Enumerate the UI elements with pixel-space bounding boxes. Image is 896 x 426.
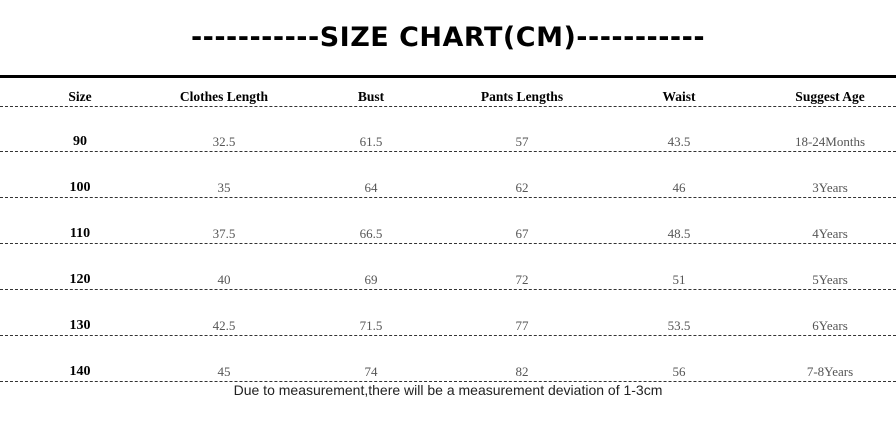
table-row: 100 35 64 62 46 3Years (0, 178, 896, 198)
header-waist: Waist (662, 89, 696, 104)
title-divider (0, 75, 896, 78)
row-divider (0, 197, 896, 198)
cell-suggest-age: 4Years (812, 226, 848, 241)
table-row: 140 45 74 82 56 7-8Years (0, 362, 896, 382)
cell-bust: 71.5 (359, 318, 383, 333)
cell-suggest-age: 3Years (812, 180, 848, 195)
cell-waist: 56 (672, 364, 686, 379)
cell-clothes-length: 42.5 (212, 318, 236, 333)
cell-size: 130 (69, 318, 91, 333)
cell-pants-lengths: 67 (515, 226, 529, 241)
cell-clothes-length: 35 (217, 180, 231, 195)
page-title: -----------SIZE CHART(CM)----------- (190, 22, 706, 53)
measurement-note: Due to measurement,there will be a measu… (233, 382, 663, 398)
header-pants-lengths: Pants Lengths (480, 89, 564, 104)
cell-bust: 66.5 (359, 226, 383, 241)
cell-waist: 46 (672, 180, 686, 195)
cell-suggest-age: 6Years (812, 318, 848, 333)
table-row: 110 37.5 66.5 67 48.5 4Years (0, 224, 896, 244)
row-divider (0, 289, 896, 290)
cell-clothes-length: 37.5 (212, 226, 236, 241)
header-size: Size (68, 89, 92, 104)
cell-waist: 43.5 (667, 134, 691, 149)
cell-size: 110 (69, 226, 91, 241)
cell-bust: 74 (364, 364, 378, 379)
cell-bust: 69 (364, 272, 378, 287)
row-divider (0, 381, 896, 382)
header-suggest-age: Suggest Age (795, 89, 865, 104)
cell-bust: 61.5 (359, 134, 383, 149)
row-divider (0, 106, 896, 107)
cell-clothes-length: 45 (217, 364, 231, 379)
cell-waist: 51 (672, 272, 686, 287)
cell-suggest-age: 7-8Years (806, 364, 854, 379)
cell-size: 120 (69, 272, 91, 287)
cell-pants-lengths: 72 (515, 272, 529, 287)
table-header: Size Clothes Length Bust Pants Lengths W… (0, 87, 896, 107)
cell-clothes-length: 40 (217, 272, 231, 287)
cell-clothes-length: 32.5 (212, 134, 236, 149)
table-row: 120 40 69 72 51 5Years (0, 270, 896, 290)
cell-size: 100 (69, 180, 91, 195)
row-divider (0, 151, 896, 152)
cell-pants-lengths: 57 (515, 134, 529, 149)
cell-size: 90 (73, 134, 87, 149)
cell-bust: 64 (364, 180, 378, 195)
cell-suggest-age: 18-24Months (794, 134, 866, 149)
cell-suggest-age: 5Years (812, 272, 848, 287)
cell-size: 140 (69, 364, 91, 379)
row-divider (0, 335, 896, 336)
row-divider (0, 243, 896, 244)
cell-pants-lengths: 62 (515, 180, 529, 195)
table-row: 130 42.5 71.5 77 53.5 6Years (0, 316, 896, 336)
cell-waist: 48.5 (667, 226, 691, 241)
header-clothes-length: Clothes Length (179, 89, 269, 104)
table-row: 90 32.5 61.5 57 43.5 18-24Months (0, 132, 896, 152)
header-bust: Bust (357, 89, 385, 104)
cell-pants-lengths: 77 (515, 318, 529, 333)
cell-pants-lengths: 82 (515, 364, 529, 379)
cell-waist: 53.5 (667, 318, 691, 333)
